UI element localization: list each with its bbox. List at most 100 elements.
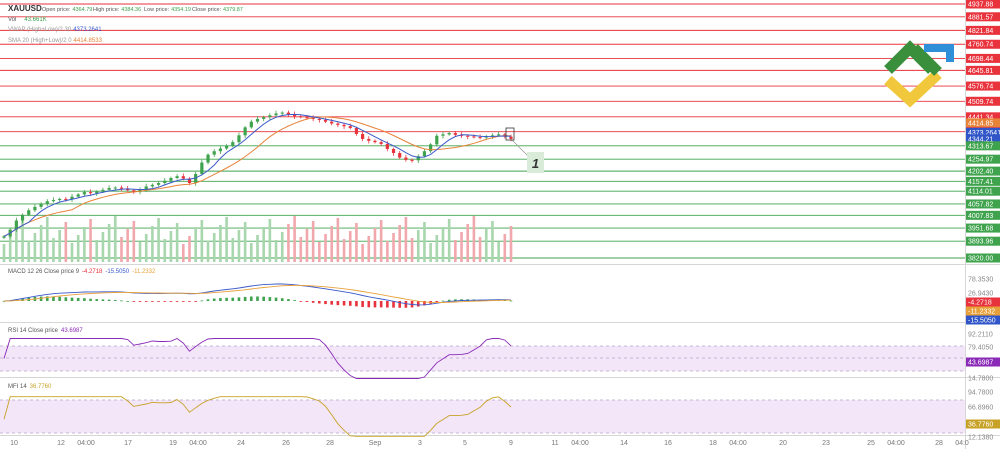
volume-bar (416, 230, 420, 262)
volume-bar (404, 217, 408, 262)
time-tick-label: 10 (10, 440, 18, 447)
candle-body (323, 119, 328, 122)
level-label: 4057.82 (968, 201, 993, 208)
high-label: High price: (93, 7, 120, 13)
volume-bar (83, 227, 86, 262)
volume-bar (373, 228, 377, 262)
time-tick-label: 04:0 (955, 440, 969, 447)
volume-bar (212, 233, 216, 262)
volume-bar (151, 226, 154, 262)
level-pill (966, 236, 1000, 246)
indicator-value-pill (966, 419, 1000, 429)
time-axis: 10 12 04:00 17 19 04:00 24 26 28 Sep 3 5 9 11 04:00 14 1… (10, 440, 969, 447)
time-tick-label: 04:00 (189, 440, 207, 447)
candle-body (292, 114, 297, 117)
indicator-axis-label: -4.2718 (968, 300, 992, 307)
candle-body (472, 136, 476, 138)
candle-body (70, 196, 74, 200)
candle-body (274, 113, 278, 116)
indicator-axis: 78.3530 26.9430 -4.2718 -11.2332 -15.5050 92.… (966, 277, 1000, 442)
candle-body (342, 124, 346, 127)
level-label: 4821.84 (968, 28, 993, 35)
macd-hist-bar (169, 301, 173, 302)
macd-hist-bar (336, 301, 340, 306)
indicator-axis-label: 92.2110 (968, 332, 993, 339)
candle-body (391, 148, 396, 154)
macd-hist-bar (318, 301, 321, 304)
macd-hist-bar (268, 297, 272, 301)
macd-hist-bar (373, 301, 377, 308)
volume-bar (182, 244, 185, 262)
macd-value: -4.2718 (82, 269, 103, 275)
macd-hist-bar (151, 301, 154, 302)
level-label: 4576.74 (968, 84, 993, 91)
candle-body (218, 148, 223, 152)
volume-bar (33, 233, 37, 262)
macd-hist-bar (182, 301, 185, 302)
time-tick-label: 17 (124, 440, 132, 447)
volume-label: Vol (8, 17, 16, 23)
vwap-readout: VWAP (High+Low)/2 30 4373.2641 (8, 27, 102, 33)
volume-bar (423, 222, 426, 262)
level-pill (966, 210, 1000, 220)
candle-body (354, 128, 359, 134)
volume-bar (460, 232, 463, 262)
time-tick-label: 24 (237, 440, 245, 447)
candle-body (379, 142, 383, 144)
volume-bar (107, 224, 111, 262)
level-label: 4373.2641 (968, 130, 1000, 137)
indicator-value-pill (966, 357, 1000, 367)
level-label: 4344.21 (968, 136, 993, 143)
candle-body (20, 214, 25, 221)
candle-body (200, 162, 204, 174)
candle-body (119, 187, 124, 189)
annotation-marker[interactable]: 1 (505, 127, 544, 173)
candle-body (490, 135, 495, 137)
volume-bar (398, 225, 402, 262)
time-tick-label: 12 (57, 440, 65, 447)
macd-hist-bar (293, 300, 296, 301)
macd-hist-bar (311, 301, 315, 303)
volume-bar (64, 222, 68, 262)
volume-bar (318, 242, 321, 262)
level-pill (966, 12, 1000, 22)
level-pill (966, 253, 1000, 263)
candle-body (348, 126, 352, 129)
candle-body (299, 116, 303, 118)
close-label: Close price: (192, 7, 222, 13)
volume-bar (144, 234, 148, 262)
macd-hist-bar (447, 299, 451, 301)
rsi-readout: RSI 14 Close price 43.6987 (8, 328, 83, 334)
mfi-value: 36.7760 (30, 384, 52, 390)
volume-bar (299, 237, 303, 262)
level-pill (966, 53, 1000, 63)
macd-hist-bar (76, 297, 80, 301)
level-pill (966, 118, 1000, 128)
volume-bar (454, 240, 457, 262)
candle-body (262, 117, 266, 119)
plot-background (0, 0, 965, 449)
macd-hist-bar (95, 299, 99, 301)
candle-body (317, 118, 321, 120)
candle-body (95, 191, 99, 194)
open-value: 4364.79 (72, 7, 92, 13)
candle-body (373, 140, 377, 143)
candle-body (101, 189, 105, 192)
macd-hist-bar (45, 296, 49, 301)
macd-hist-bar (243, 296, 247, 301)
level-label: 4313.67 (968, 143, 993, 150)
candle-body (330, 121, 334, 124)
candle-body (416, 156, 420, 161)
volume-bar (478, 237, 482, 262)
level-label: 3951.68 (968, 226, 993, 233)
macd-line (3, 283, 512, 306)
time-tick-label: 9 (509, 440, 513, 447)
volume-bar (435, 235, 439, 262)
candle-body (398, 153, 402, 158)
time-tick-label: 18 (709, 440, 717, 447)
volume-bar (27, 241, 31, 262)
candle-body (45, 201, 49, 204)
level-label: 4441.34 (968, 114, 993, 121)
